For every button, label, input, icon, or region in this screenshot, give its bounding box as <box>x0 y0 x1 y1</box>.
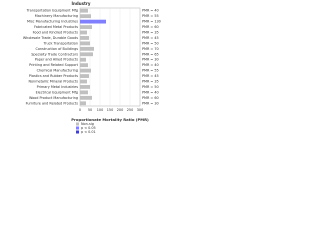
bar <box>80 63 88 68</box>
value-label: PMR = 70 <box>142 47 159 51</box>
bar <box>80 85 90 89</box>
y-tick-label: Truck Transportation <box>42 41 78 45</box>
bar <box>80 90 88 95</box>
value-label: PMR = 45 <box>142 36 159 40</box>
legend-swatch <box>76 130 79 134</box>
x-tick-label: 200 <box>117 108 123 112</box>
bar <box>80 46 94 51</box>
x-tick-label: 250 <box>127 108 133 112</box>
x-tick-label: 0 <box>79 108 81 112</box>
y-tick-label: Machinery Manufacturing <box>35 14 78 18</box>
bar <box>80 8 88 13</box>
value-label: PMR = 30 <box>142 101 159 105</box>
y-tick-label: Plastics and Rubber Products <box>29 74 78 78</box>
value-label: PMR = 50 <box>142 85 159 89</box>
value-label: PMR = 45 <box>142 74 159 78</box>
chart: Industry Proportionate Mortality Ratio (… <box>23 1 161 134</box>
y-tick-label: Specialty Trade Contractors <box>31 52 78 56</box>
y-tick-label: Primary Metal Industries <box>37 85 79 89</box>
value-label: PMR = 55 <box>142 14 159 18</box>
value-label: PMR = 35 <box>142 80 159 84</box>
bar <box>80 79 87 84</box>
bar <box>80 57 86 62</box>
y-tick-label: Food and Kindred Products <box>33 31 79 35</box>
y-tick-label: Chemical Manufacturing <box>37 69 78 73</box>
value-label: PMR = 30 <box>142 58 159 62</box>
value-label: PMR = 40 <box>142 63 159 67</box>
x-tick-label: 150 <box>107 108 113 112</box>
bar <box>80 36 89 40</box>
legend-label: p < 0.05 <box>81 126 96 130</box>
y-tick-label: Nonmetallic Mineral Products <box>28 80 78 84</box>
y-tick-label: Printing and Related Support <box>29 63 79 67</box>
bar <box>80 14 91 19</box>
legend-label: Non-sig <box>81 122 94 126</box>
bar <box>80 68 91 73</box>
value-label: PMR = 35 <box>142 31 159 35</box>
x-tick-label: 300 <box>137 108 143 112</box>
bar <box>80 30 87 35</box>
y-tick-label: Wholesale Trade, Durable Goods <box>23 36 78 40</box>
value-label: PMR = 50 <box>142 41 159 45</box>
value-label: PMR = 55 <box>142 69 159 73</box>
y-tick-label: Wood Product Manufacturing <box>29 96 78 100</box>
legend-label: p < 0.01 <box>81 130 96 134</box>
value-label: PMR = 40 <box>142 90 159 94</box>
value-label: PMR = 65 <box>142 52 159 56</box>
value-label: PMR = 60 <box>142 25 159 29</box>
value-label: PMR = 40 <box>142 9 159 13</box>
bar <box>80 101 86 106</box>
y-tick-label: Construction of Buildings <box>35 47 78 51</box>
y-tick-label: Misc Manufacturing Industries <box>27 20 78 24</box>
bar <box>80 19 106 24</box>
bar <box>80 74 89 78</box>
x-tick-label: 100 <box>97 108 103 112</box>
chart-title: Industry <box>72 1 91 6</box>
y-tick-label: Fabricated Metal Products <box>34 25 78 29</box>
y-tick-label: Paper and Allied Products <box>35 58 78 62</box>
bar <box>80 25 92 29</box>
bar <box>80 41 90 46</box>
value-label: PMR = 130 <box>142 20 161 24</box>
legend-swatch <box>76 122 79 126</box>
y-tick-label: Transportation Equipment Mfg <box>26 9 78 13</box>
x-axis-label: Proportionate Mortality Ratio (PMR) <box>71 117 149 122</box>
bar <box>80 95 92 100</box>
bar <box>80 52 93 57</box>
y-tick-label: Electrical Equipment Mfg <box>36 90 78 94</box>
legend-swatch <box>76 126 79 130</box>
value-label: PMR = 60 <box>142 96 159 100</box>
y-tick-label: Furniture and Related Products <box>26 101 79 105</box>
x-tick-label: 50 <box>88 108 92 112</box>
